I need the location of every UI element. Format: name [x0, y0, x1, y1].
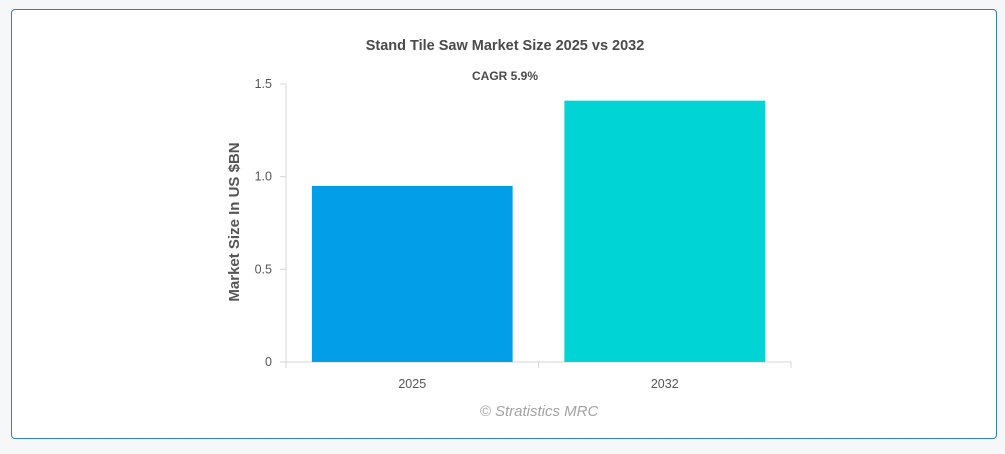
x-tick-label: 2032 — [651, 377, 679, 391]
y-tick-label: 1.5 — [255, 77, 272, 91]
y-tick-label: 0 — [265, 355, 272, 369]
chart-title: Stand Tile Saw Market Size 2025 vs 2032 — [366, 38, 645, 54]
x-axis: 2025 2032 — [285, 361, 792, 391]
y-tick-label: 0.5 — [255, 262, 272, 276]
bar-2032[interactable] — [564, 100, 766, 363]
bars-group — [311, 100, 766, 363]
y-axis: 0 0.5 1.0 1.5 — [255, 77, 287, 369]
x-tick-label: 2025 — [398, 377, 426, 391]
bar-2025[interactable] — [311, 185, 513, 362]
watermark-text: © Stratistics MRC — [480, 403, 599, 420]
y-tick-label: 1.0 — [255, 170, 272, 184]
chart-subtitle: CAGR 5.9% — [472, 69, 538, 83]
y-axis-label: Market Size In US $BN — [226, 142, 243, 301]
